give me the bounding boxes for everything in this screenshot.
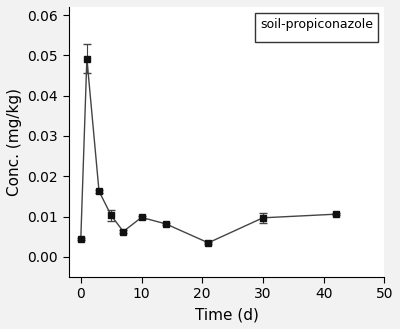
Y-axis label: Conc. (mg/kg): Conc. (mg/kg) xyxy=(7,88,22,196)
Legend:  xyxy=(255,13,378,42)
X-axis label: Time (d): Time (d) xyxy=(194,307,258,322)
